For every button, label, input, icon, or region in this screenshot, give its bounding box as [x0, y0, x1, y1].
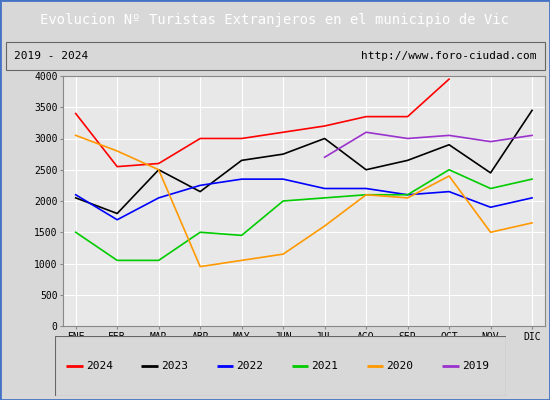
Text: http://www.foro-ciudad.com: http://www.foro-ciudad.com	[361, 51, 536, 61]
Text: 2019 - 2024: 2019 - 2024	[14, 51, 88, 61]
Text: 2024: 2024	[86, 361, 113, 371]
Text: 2019: 2019	[461, 361, 488, 371]
Text: Evolucion Nº Turistas Extranjeros en el municipio de Vic: Evolucion Nº Turistas Extranjeros en el …	[41, 13, 509, 27]
Text: 2020: 2020	[387, 361, 414, 371]
Text: 2023: 2023	[161, 361, 188, 371]
Text: 2022: 2022	[236, 361, 263, 371]
Text: 2021: 2021	[311, 361, 338, 371]
